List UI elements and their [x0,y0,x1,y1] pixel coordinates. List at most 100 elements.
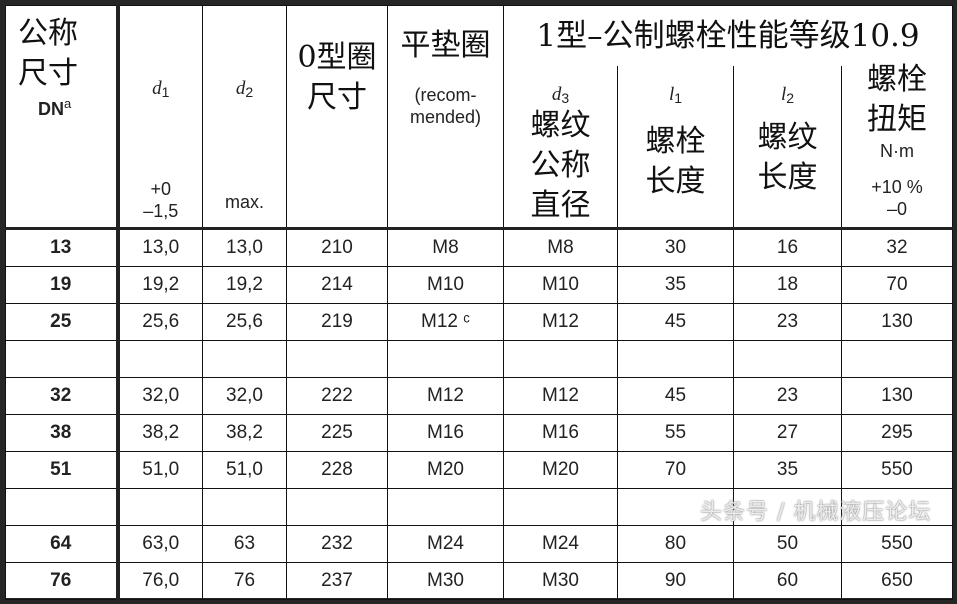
cell-d2: 63 [202,525,287,563]
table-row [5,488,953,526]
cell-l2: 23 [733,377,842,415]
cell-oring: 232 [286,525,388,563]
cell-torque: 130 [841,377,953,415]
cell-oring: 219 [286,303,388,341]
d1-tol-lower: –1,5 [143,201,179,221]
cell-dn: 32 [5,377,120,415]
cell-l1: 90 [617,562,734,600]
cell-d2: 25,6 [202,303,287,341]
cell-washer: M12 ᶜ [387,303,504,341]
cell-dn: 13 [5,228,120,267]
torque-zh-2: 扭矩 [867,101,927,137]
cell-d3: M10 [503,266,618,304]
table-row: 64 63,0 63 232 M24 M24 80 50 550 [5,525,953,563]
l2-zh-1: 螺纹 [757,119,818,155]
header-d2: d2 max. [202,5,287,230]
cell-l2: 35 [733,451,842,489]
table-row: 76 76,0 76 237 M30 M30 90 60 650 [5,562,953,600]
cell-oring: 225 [286,414,388,452]
cell-d2 [202,340,287,378]
cell-l2: 16 [733,228,842,267]
cell-d3: M24 [503,525,618,563]
header-d1: d1 +0 –1,5 [117,5,203,230]
cell-d2: 13,0 [202,228,287,267]
flange-dimension-table: 公称 尺寸 DNa d1 +0 –1,5 d2 max. 0型圈 尺寸 平垫圈 … [5,5,953,600]
cell-torque: 32 [841,228,953,267]
cell-torque: 295 [841,414,953,452]
cell-torque: 650 [841,562,953,600]
cell-l1: 80 [617,525,734,563]
washer-zh: 平垫圈 [400,28,491,63]
cell-l2 [733,340,842,378]
cell-d2: 32,0 [202,377,287,415]
cell-d1: 63,0 [117,525,203,563]
cell-d2 [202,488,287,526]
cell-dn: 64 [5,525,120,563]
cell-washer: M16 [387,414,504,452]
l2-symbol: l2 [780,83,795,106]
torque-zh-1: 螺栓 [867,61,927,97]
cell-washer: M24 [387,525,504,563]
table-row: 19 19,2 19,2 214 M10 M10 35 18 70 [5,266,953,304]
cell-d3: M12 [503,303,618,341]
header-oring: 0型圈 尺寸 [286,5,388,230]
cell-dn: 51 [5,451,120,489]
header-l2: l2 螺纹 长度 [733,65,842,230]
cell-l1: 45 [617,377,734,415]
cell-washer: M12 [387,377,504,415]
header-d3: d3 螺纹 公称 直径 [503,65,618,230]
oring-zh-2: 尺寸 [307,80,367,115]
d3-symbol: d3 [551,83,570,106]
cell-l1: 30 [617,228,734,267]
d1-symbol: d1 [152,78,170,100]
table-row: 38 38,2 38,2 225 M16 M16 55 27 295 [5,414,953,452]
table-row: 32 32,0 32,0 222 M12 M12 45 23 130 [5,377,953,415]
cell-oring [286,340,388,378]
cell-l1: 55 [617,414,734,452]
l1-zh-1: 螺栓 [645,123,706,159]
dn-zh-1: 公称 [18,16,78,51]
cell-oring: 237 [286,562,388,600]
l1-symbol: l1 [668,83,683,106]
cell-washer: M10 [387,266,504,304]
table-row [5,340,953,378]
cell-l2: 50 [733,525,842,563]
cell-d3: M30 [503,562,618,600]
cell-oring: 214 [286,266,388,304]
header-dn: 公称 尺寸 DNa [5,5,120,230]
d2-note: max. [224,192,264,212]
cell-dn: 25 [5,303,120,341]
dn-label: DNa [18,96,116,120]
cell-l2 [733,488,842,526]
cell-l1: 35 [617,266,734,304]
cell-torque: 130 [841,303,953,341]
cell-oring: 228 [286,451,388,489]
cell-oring: 222 [286,377,388,415]
cell-oring: 210 [286,228,388,267]
header-l1: l1 螺栓 长度 [617,65,734,230]
cell-washer [387,488,504,526]
cell-d1: 13,0 [117,228,203,267]
torque-unit: N·m [880,140,914,161]
d1-tol-upper: +0 [150,179,172,199]
cell-d3 [503,340,618,378]
washer-note-1: (recom- [414,85,477,105]
header-washer: 平垫圈 (recom- mended) [387,5,504,230]
cell-d1: 32,0 [117,377,203,415]
cell-l1: 45 [617,303,734,341]
dn-zh-2: 尺寸 [18,56,78,91]
cell-dn: 38 [5,414,120,452]
d3-zh-3: 直径 [530,187,591,223]
cell-washer [387,340,504,378]
cell-d2: 51,0 [202,451,287,489]
l1-zh-2: 长度 [645,163,706,199]
cell-d1: 38,2 [117,414,203,452]
cell-d2: 38,2 [202,414,287,452]
cell-d2: 19,2 [202,266,287,304]
cell-torque: 70 [841,266,953,304]
cell-torque: 550 [841,451,953,489]
cell-d3 [503,488,618,526]
dn-label-text: DN [38,99,64,119]
cell-d1: 25,6 [117,303,203,341]
cell-d3: M8 [503,228,618,267]
